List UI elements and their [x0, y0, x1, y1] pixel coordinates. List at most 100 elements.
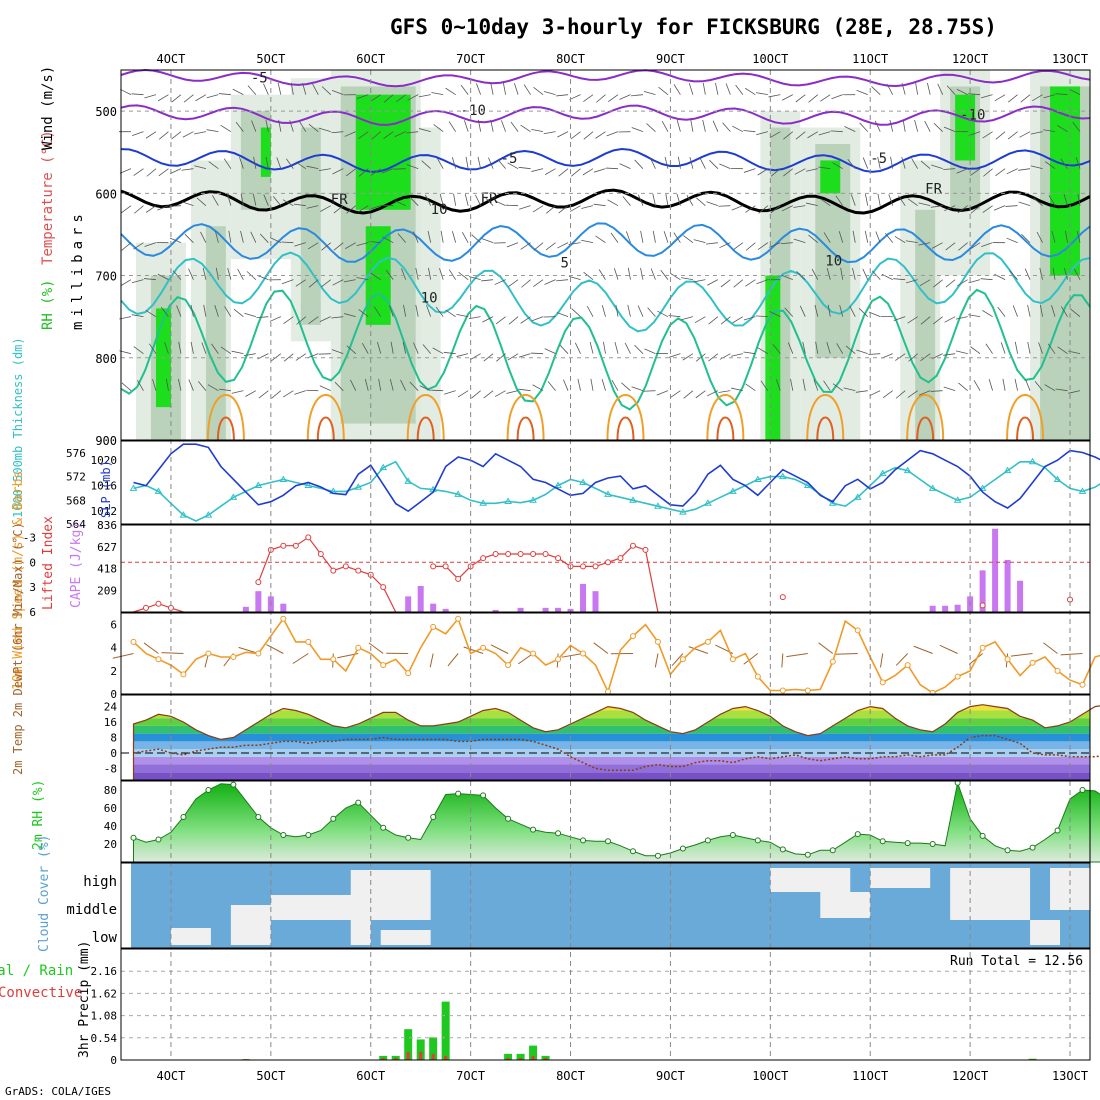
wind-ytick: 2 [110, 665, 117, 678]
wind-barb [907, 390, 918, 398]
thickness-line [133, 460, 1100, 522]
wind-barb [252, 193, 257, 206]
wind-speed-point [904, 662, 911, 669]
wind-barb [1043, 129, 1056, 133]
wind-barb [518, 353, 531, 358]
wind-barb [295, 161, 307, 169]
wind-barb [793, 238, 806, 244]
xtick-bottom: 7OCT [456, 1069, 485, 1083]
wind-barb [699, 157, 706, 169]
wind-barb [1018, 168, 1031, 171]
wind-barb [802, 341, 806, 354]
wind-barb [208, 161, 219, 169]
wind-barb [920, 353, 931, 362]
slp-ytick: 1012 [91, 505, 118, 518]
wind-barb [610, 232, 619, 243]
wind-barb [331, 89, 344, 96]
contour-label: -5 [870, 151, 887, 167]
wind-barb [601, 305, 606, 317]
wind-barb [625, 231, 631, 243]
wind-barb [133, 346, 144, 354]
wind-barb-10m [743, 653, 759, 665]
warm-contour [616, 416, 635, 441]
wind-barb [665, 193, 669, 206]
thickness-point [279, 475, 288, 483]
wind-barb [783, 168, 794, 177]
rh-point [505, 815, 512, 822]
wind-barb [813, 379, 819, 391]
wind-barb [220, 346, 232, 354]
wind-barb [265, 156, 269, 169]
temp-ytick: 16 [104, 716, 117, 729]
wind-barb [980, 278, 993, 281]
warm-contour [516, 416, 535, 441]
xtick-top: 10OCT [752, 52, 788, 66]
wind-barb-10m [266, 644, 284, 654]
wind-barb [708, 316, 719, 325]
wind-barb [464, 120, 469, 132]
xtick-bottom: 12OCT [952, 1069, 988, 1083]
wind-barb [607, 199, 619, 207]
wind-barb [670, 390, 681, 398]
thickness-point [504, 497, 512, 504]
li-point [517, 551, 524, 557]
wind-barb [958, 382, 968, 391]
wind-barb [660, 269, 669, 280]
wind-barb [757, 242, 769, 250]
wind-barb [799, 305, 806, 317]
wind-barb [318, 168, 331, 171]
wind-barb [506, 390, 519, 394]
li-point [305, 534, 312, 541]
wind-barb [346, 345, 357, 354]
xtick-bottom: 4OCT [156, 1069, 185, 1083]
rh-shade-mid [205, 226, 226, 440]
panel-frames [120, 69, 1091, 1061]
wind-speed-point [954, 673, 961, 680]
wind-barb [373, 306, 382, 317]
wind-barb [818, 131, 831, 136]
wind-barb [1018, 201, 1031, 207]
wind-barb [1027, 304, 1031, 317]
wind-barb [1002, 378, 1006, 391]
cape-ytick: 209 [97, 584, 117, 597]
warm-contour [316, 416, 335, 441]
wind-barb [224, 306, 232, 317]
wind-barb [332, 168, 344, 175]
wind-barb [582, 168, 594, 176]
wind-barb [811, 268, 819, 280]
wind-barb [390, 341, 394, 354]
thickness-ytick: 576 [66, 447, 86, 460]
li-point [317, 551, 324, 557]
wind-barb [453, 193, 457, 206]
precip-ylabel-total: Total / Rain [0, 963, 73, 979]
wind-barb [818, 166, 831, 170]
wind-barb [172, 270, 182, 280]
wind-barb [278, 119, 282, 132]
wind-barb [743, 316, 756, 321]
wind-barb [228, 230, 232, 243]
li-point [342, 563, 349, 570]
li-point [542, 551, 549, 557]
precip-conv-bar [531, 1055, 535, 1060]
wind-barb [768, 94, 781, 98]
wind-barb [946, 85, 956, 95]
wind-barb [958, 242, 968, 251]
wind-barb [982, 205, 993, 213]
wind-barb [1025, 379, 1031, 391]
wind-barb [358, 309, 369, 317]
wind-barb [306, 165, 319, 170]
wind-barb [815, 341, 819, 354]
wind-barb-10m [781, 653, 784, 668]
wind-barb-10m [368, 642, 384, 654]
cape-bar [954, 604, 961, 612]
wind-barb [439, 193, 444, 206]
wind-barb [745, 279, 756, 287]
wind-barb [930, 390, 943, 392]
wind-barb [1068, 390, 1081, 394]
wind-barb [656, 390, 669, 396]
thickness-point [1028, 457, 1037, 465]
wind-barb [464, 193, 469, 206]
thickness-point [204, 511, 213, 518]
wind-barb [501, 120, 506, 132]
wind-barb [823, 232, 831, 243]
